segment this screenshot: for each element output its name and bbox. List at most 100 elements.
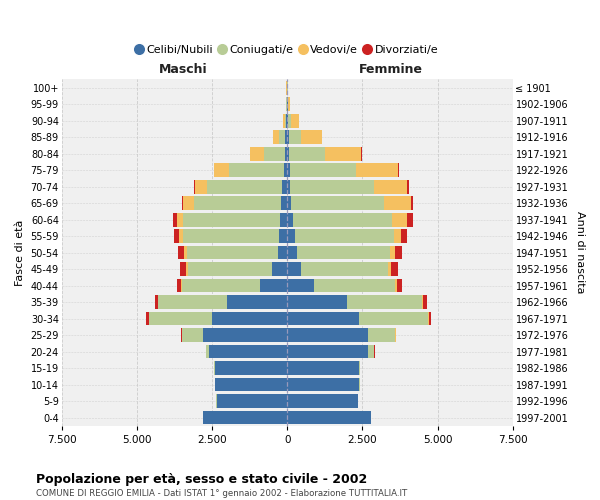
Bar xyxy=(281,196,287,210)
Bar xyxy=(182,230,279,243)
Text: COMUNE DI REGGIO EMILIA - Dati ISTAT 1° gennaio 2002 - Elaborazione TUTTITALIA.I: COMUNE DI REGGIO EMILIA - Dati ISTAT 1° … xyxy=(36,489,407,498)
Bar xyxy=(182,328,203,342)
Bar xyxy=(287,262,301,276)
Bar xyxy=(395,246,402,260)
Bar xyxy=(394,230,401,243)
Bar xyxy=(206,345,209,358)
Bar xyxy=(289,130,301,144)
Bar xyxy=(179,262,186,276)
Bar xyxy=(214,362,215,375)
Bar xyxy=(407,213,413,226)
Y-axis label: Anni di nascita: Anni di nascita xyxy=(575,212,585,294)
Bar xyxy=(179,230,182,243)
Bar xyxy=(287,328,368,342)
Bar xyxy=(347,296,422,309)
Y-axis label: Fasce di età: Fasce di età xyxy=(15,220,25,286)
Bar xyxy=(412,196,413,210)
Bar xyxy=(260,279,287,292)
Bar xyxy=(155,296,158,309)
Bar xyxy=(287,296,347,309)
Bar xyxy=(368,328,395,342)
Bar xyxy=(178,213,184,226)
Bar xyxy=(188,262,272,276)
Bar xyxy=(287,196,291,210)
Bar xyxy=(295,230,394,243)
Bar xyxy=(272,262,287,276)
Bar xyxy=(385,196,412,210)
Bar xyxy=(181,328,182,342)
Bar xyxy=(314,279,395,292)
Bar xyxy=(284,164,287,177)
Bar xyxy=(274,130,280,144)
Bar xyxy=(401,230,407,243)
Bar xyxy=(250,147,264,160)
Bar xyxy=(287,362,359,375)
Bar xyxy=(182,196,184,210)
Bar xyxy=(273,130,274,144)
Bar xyxy=(215,378,287,392)
Text: Femmine: Femmine xyxy=(359,63,423,76)
Bar xyxy=(368,345,374,358)
Bar xyxy=(359,362,360,375)
Bar xyxy=(293,213,392,226)
Bar xyxy=(173,230,179,243)
Bar xyxy=(287,130,289,144)
Bar xyxy=(287,213,293,226)
Bar xyxy=(287,312,359,326)
Bar xyxy=(301,262,388,276)
Bar xyxy=(388,262,391,276)
Bar xyxy=(283,114,285,128)
Bar xyxy=(173,213,178,226)
Bar xyxy=(407,180,409,194)
Bar xyxy=(291,114,299,128)
Bar xyxy=(325,147,361,160)
Bar xyxy=(178,246,184,260)
Bar xyxy=(422,296,423,309)
Bar xyxy=(429,312,431,326)
Bar xyxy=(296,246,390,260)
Bar xyxy=(287,114,288,128)
Bar xyxy=(264,147,285,160)
Bar xyxy=(359,312,428,326)
Bar xyxy=(287,394,358,408)
Bar xyxy=(215,362,287,375)
Bar xyxy=(356,164,398,177)
Bar xyxy=(395,279,397,292)
Bar xyxy=(194,180,195,194)
Bar xyxy=(287,147,289,160)
Bar xyxy=(280,130,286,144)
Bar xyxy=(184,213,280,226)
Bar xyxy=(290,180,374,194)
Bar xyxy=(182,279,260,292)
Bar xyxy=(207,180,282,194)
Bar xyxy=(194,196,281,210)
Bar xyxy=(287,230,295,243)
Bar xyxy=(229,164,284,177)
Text: Popolazione per età, sesso e stato civile - 2002: Popolazione per età, sesso e stato civil… xyxy=(36,472,367,486)
Bar xyxy=(212,312,287,326)
Bar xyxy=(287,279,314,292)
Bar xyxy=(361,147,362,160)
Bar xyxy=(397,279,402,292)
Bar xyxy=(184,246,187,260)
Bar xyxy=(195,180,207,194)
Bar xyxy=(280,213,287,226)
Bar xyxy=(390,246,395,260)
Bar xyxy=(287,411,371,424)
Bar xyxy=(288,98,289,111)
Bar xyxy=(395,328,396,342)
Bar xyxy=(289,98,290,111)
Bar xyxy=(286,130,287,144)
Bar xyxy=(187,246,278,260)
Bar xyxy=(282,180,287,194)
Bar xyxy=(392,213,407,226)
Bar xyxy=(423,296,427,309)
Bar xyxy=(287,164,290,177)
Bar xyxy=(287,378,359,392)
Bar xyxy=(391,262,398,276)
Bar xyxy=(278,246,287,260)
Bar xyxy=(285,147,287,160)
Bar xyxy=(287,180,290,194)
Bar xyxy=(217,394,287,408)
Bar xyxy=(287,98,288,111)
